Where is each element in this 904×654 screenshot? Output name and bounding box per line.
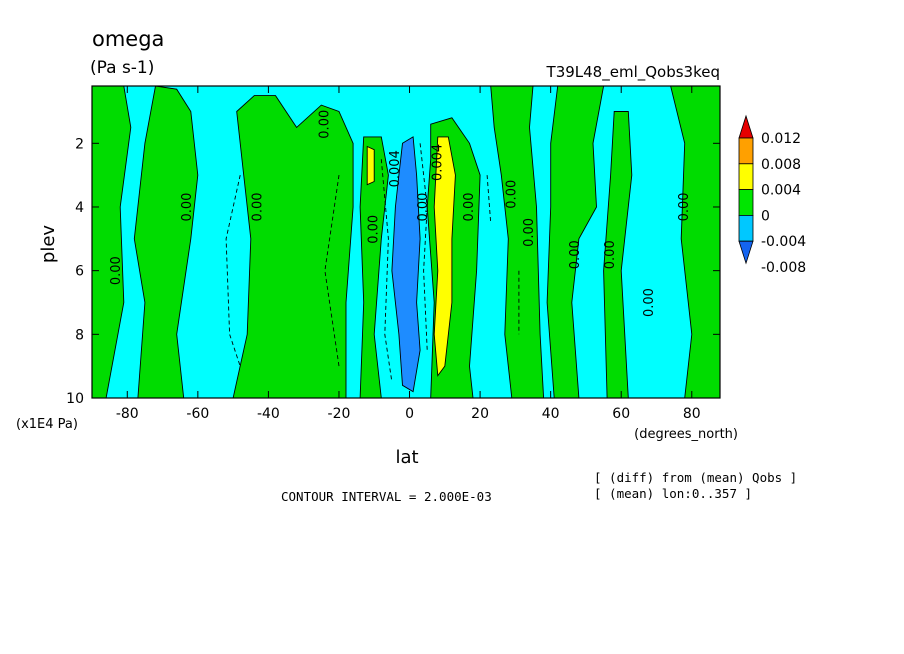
x-tick-label-40: 40 [542,406,560,422]
y-tick-label-8: 8 [75,327,84,343]
x-tick-label-60: 60 [612,406,630,422]
x-tick-label--80: -80 [116,406,139,422]
dashed-contour-2 [380,159,393,383]
x-tick-label-20: 20 [471,406,489,422]
contour-label-12: 0.00 [603,240,618,269]
colorbar-label-3: 0 [761,208,770,224]
contour-label-8: 0.00 [462,192,477,221]
band-strongpos-north [433,136,456,377]
x-tick-label--40: -40 [257,406,280,422]
y-tick-label-6: 6 [75,264,84,280]
colorbar-label-5: -0.008 [761,260,806,276]
colorbar-label-4: -0.004 [761,234,806,250]
band-pos-north-sub [490,86,545,398]
contour-label-13: 0.00 [642,288,657,317]
contour-label-7: 0.004 [430,144,445,181]
band-pos-far-south [92,86,132,398]
y-axis-ticks: 2 4 6 8 10 [66,136,720,407]
chart-title: omega [92,27,164,51]
contour-label-1: 0.00 [180,193,195,222]
x-tick-label--20: -20 [328,406,351,422]
contour-label-4: 0.00 [367,215,382,244]
contour-label-2: 0.00 [250,192,265,221]
note-mean: [ (mean) lon:0..357 ] [594,486,752,501]
colorbar-seg-1 [738,137,754,165]
colorbar-seg-3 [738,189,754,216]
y-tick-label-2: 2 [75,136,84,152]
contour-label-3: 0.00 [317,110,332,139]
colorbar-label-1: 0.008 [761,157,801,173]
colorbar-label-2: 0.004 [761,183,801,199]
x-tick-label-80: 80 [683,406,701,422]
y-tick-label-4: 4 [75,200,84,216]
contour-label-11: 0.00 [568,240,583,269]
contour-label-0: 0.00 [109,256,124,285]
x-tick-label-0: 0 [405,406,414,422]
colorbar-seg-5 [738,240,754,265]
run-label: T39L48_eml_Qobs3keq [546,63,720,82]
chart-units: (Pa s-1) [90,58,154,78]
contour-label-14: 0.00 [677,192,692,221]
band-strongpos-small [366,145,375,186]
colorbar-seg-0 [738,114,754,139]
x-tick-label--60: -60 [186,406,209,422]
band-pos-north-mid [546,86,605,398]
x-axis-ticks: -80 -60 -40 -20 0 20 40 60 80 [116,86,701,422]
band-pos-south-tropics [359,136,389,398]
band-pos-south-central [232,95,354,398]
colorbar-seg-2 [738,163,754,191]
contour-label-9: 0.00 [504,180,519,209]
contour-interval: CONTOUR INTERVAL = 2.000E-03 [281,489,492,504]
dashed-contour-4 [486,175,492,223]
y-axis-label: plev [38,225,59,264]
x-axis-label: lat [395,447,418,468]
band-pos-south-mid [133,86,199,398]
band-pos-north-high [603,111,633,398]
band-strongneg-equator [391,136,421,393]
x-axis-unit: (degrees_north) [634,427,738,442]
colorbar: 0.012 0.008 0.004 0 -0.004 -0.008 [738,114,806,276]
contour-bands [92,86,720,398]
contour-label-10: 0.00 [522,218,537,247]
y-tick-label-10: 10 [66,391,84,407]
colorbar-label-0: 0.012 [761,131,801,147]
note-diff: [ (diff) from (mean) Qobs ] [594,470,797,485]
dashed-contour-0 [225,175,241,367]
plot-frame [91,85,721,399]
band-pos-far-north [670,86,720,398]
contour-label-5: 0.004 [388,150,403,187]
negative-contour-lines [225,143,520,383]
contour-label-6: 0.00 [416,193,431,222]
colorbar-seg-4 [738,214,754,242]
y-axis-unit: (x1E4 Pa) [16,417,78,432]
